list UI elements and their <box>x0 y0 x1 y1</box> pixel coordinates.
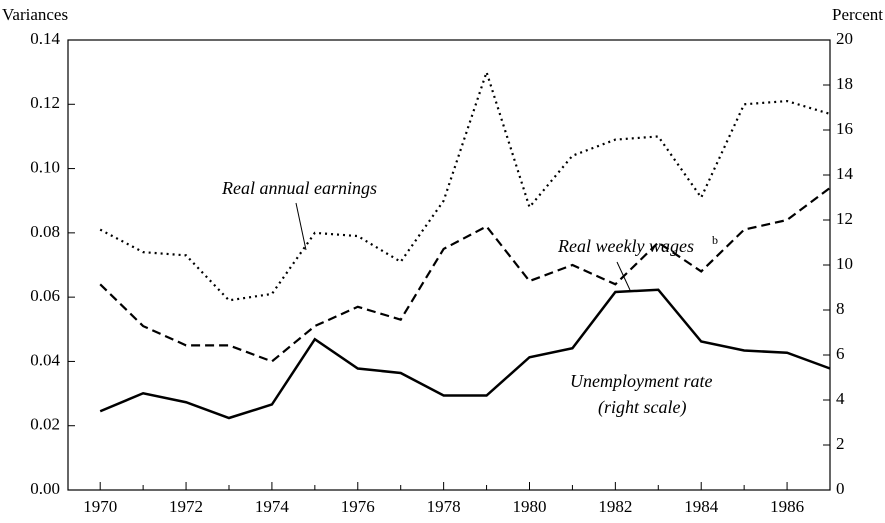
y2-tick-label: 8 <box>836 299 845 318</box>
y-tick-label: 0.04 <box>30 350 60 369</box>
y-tick-label: 0.10 <box>30 157 60 176</box>
y2-tick-label: 18 <box>836 74 853 93</box>
y2-tick-label: 0 <box>836 479 845 498</box>
y-tick-label: 0.06 <box>30 286 60 305</box>
y2-tick-label: 12 <box>836 209 853 228</box>
y2-tick-label: 20 <box>836 29 853 48</box>
x-tick-label: 1982 <box>598 497 632 516</box>
series-line <box>99 186 831 363</box>
annotation: Real weekly wages <box>557 236 694 256</box>
series-line <box>99 288 831 420</box>
x-tick-label: 1970 <box>83 497 117 516</box>
y-tick-label: 0.12 <box>30 93 60 112</box>
leader-line <box>295 202 307 251</box>
y-axis-label: Variances <box>2 5 68 24</box>
y2-tick-label: 10 <box>836 254 853 273</box>
x-tick-label: 1974 <box>255 497 290 516</box>
y2-tick-label: 4 <box>836 389 845 408</box>
y2-tick-label: 6 <box>836 344 845 363</box>
x-tick-label: 1984 <box>684 497 719 516</box>
x-tick-label: 1976 <box>341 497 375 516</box>
y-tick-label: 0.08 <box>30 222 60 241</box>
y-tick-label: 0.00 <box>30 479 60 498</box>
x-tick-label: 1986 <box>770 497 804 516</box>
y-tick-label: 0.14 <box>30 29 60 48</box>
y-tick-label: 0.02 <box>30 415 60 434</box>
annotation: (right scale) <box>598 397 686 418</box>
annotation-superscript: b <box>712 233 718 247</box>
x-tick-label: 1978 <box>427 497 461 516</box>
y2-tick-label: 2 <box>836 434 845 453</box>
y2-tick-label: 16 <box>836 119 853 138</box>
annotation: Real annual earnings <box>221 178 377 198</box>
annotation: Unemployment rate <box>570 371 712 391</box>
plot-frame <box>67 39 831 491</box>
x-tick-label: 1980 <box>512 497 546 516</box>
series-line <box>99 68 831 302</box>
y2-tick-label: 14 <box>836 164 854 183</box>
leader-line <box>616 261 631 291</box>
y2-axis-label: Percent <box>832 5 883 24</box>
x-tick-label: 1972 <box>169 497 203 516</box>
